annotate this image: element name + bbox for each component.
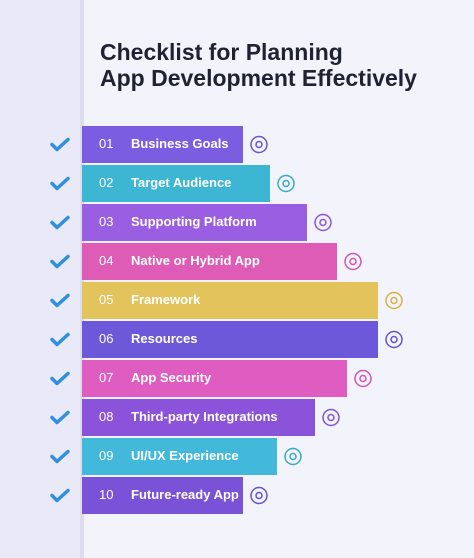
icon <box>349 257 357 266</box>
title-line: Checklist for Planning <box>100 39 343 65</box>
item-label: Native or Hybrid App <box>131 253 260 268</box>
checkmark <box>50 410 70 425</box>
icon <box>354 369 372 388</box>
icon <box>359 374 367 383</box>
item-number: 05 <box>99 292 113 307</box>
bar <box>82 477 243 514</box>
title-line: App Development Effectively <box>100 65 417 91</box>
item-number: 08 <box>99 409 113 424</box>
item-label: Future-ready App <box>131 487 239 502</box>
checkmark <box>50 488 70 503</box>
item-label: App Security <box>131 370 212 385</box>
item-number: 07 <box>99 370 113 385</box>
item-number: 10 <box>99 487 113 502</box>
bar <box>82 243 337 280</box>
icon <box>277 174 295 193</box>
checkmark <box>50 332 70 347</box>
checkmark <box>50 449 70 464</box>
checkmark <box>50 293 70 308</box>
checkmark <box>50 371 70 386</box>
item-label: Business Goals <box>131 136 229 151</box>
bar <box>82 282 378 319</box>
icon <box>255 140 263 149</box>
item-label: Target Audience <box>131 175 231 190</box>
item-label: Resources <box>131 331 197 346</box>
item-number: 09 <box>99 448 113 463</box>
icon <box>282 179 290 188</box>
icon <box>327 413 335 422</box>
checkmark <box>50 254 70 269</box>
icon <box>250 486 268 505</box>
icon <box>250 135 268 154</box>
icon <box>322 408 340 427</box>
icon <box>289 452 297 461</box>
item-number: 01 <box>99 136 113 151</box>
item-label: Third-party Integrations <box>131 409 278 424</box>
item-number: 02 <box>99 175 113 190</box>
item-number: 03 <box>99 214 113 229</box>
checkmark <box>50 215 70 230</box>
bar <box>82 204 307 241</box>
icon <box>390 335 398 344</box>
checkmark <box>50 137 70 152</box>
icon <box>284 447 302 466</box>
bar <box>82 165 270 202</box>
icon <box>390 296 398 305</box>
item-label: Framework <box>131 292 201 307</box>
bar <box>82 321 378 358</box>
checkmark <box>50 176 70 191</box>
icon <box>385 330 403 349</box>
bar <box>82 126 243 163</box>
bar <box>82 360 347 397</box>
icon <box>319 218 327 227</box>
item-label: Supporting Platform <box>131 214 257 229</box>
icon <box>255 491 263 500</box>
checklist: 01 Business Goals 02 Target Audience 03 Suppo… <box>50 126 403 514</box>
bar <box>82 438 277 475</box>
icon <box>314 213 332 232</box>
icon <box>344 252 362 271</box>
item-number: 06 <box>99 331 113 346</box>
item-number: 04 <box>99 253 113 268</box>
item-label: UI/UX Experience <box>131 448 239 463</box>
bar <box>82 399 315 436</box>
icon <box>385 291 403 310</box>
